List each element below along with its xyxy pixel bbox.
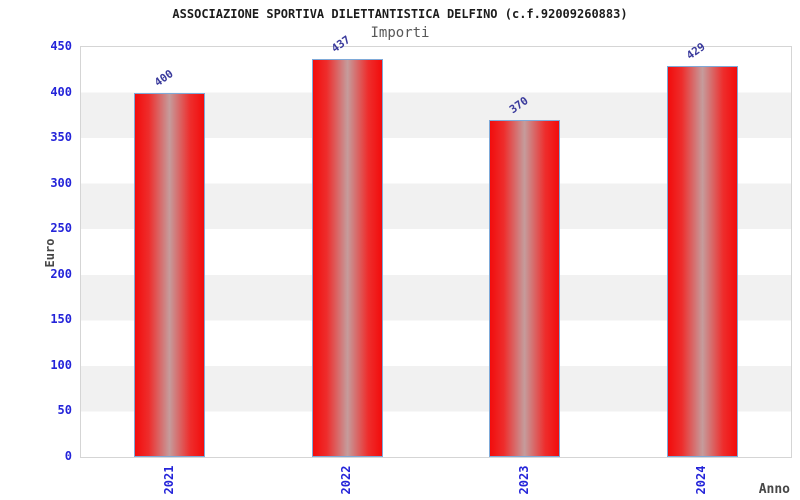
y-tick-label: 350 xyxy=(50,130,72,145)
x-tick-label: 2022 xyxy=(339,465,354,495)
bar-2023 xyxy=(489,119,561,457)
bar-2022 xyxy=(311,58,383,457)
x-tick-label: 2023 xyxy=(516,465,531,495)
y-tick-label: 50 xyxy=(57,403,72,418)
y-tick-label: 200 xyxy=(50,266,72,281)
y-tick-label: 400 xyxy=(50,84,72,99)
x-tick-label: 2024 xyxy=(694,465,709,495)
x-tick-label: 2021 xyxy=(161,465,176,495)
y-tick-label: 300 xyxy=(50,175,72,190)
chart-subtitle: Importi xyxy=(370,25,430,41)
chart-title: ASSOCIAZIONE SPORTIVA DILETTANTISTICA DE… xyxy=(172,7,628,21)
bar-2021 xyxy=(134,92,206,457)
bar-2024 xyxy=(666,66,738,457)
bar-value-label: 400 xyxy=(151,66,176,89)
y-tick-label: 150 xyxy=(50,312,72,327)
bar-value-label: 429 xyxy=(684,40,708,63)
y-tick-label: 0 xyxy=(64,449,72,463)
y-axis-title: Euro xyxy=(43,238,57,268)
y-tick-label: 100 xyxy=(50,357,72,372)
plot-area: 400 437 370 429 xyxy=(80,33,792,458)
y-tick-label: 250 xyxy=(50,221,72,236)
x-axis-title: Anno xyxy=(758,482,790,497)
bar-value-label: 370 xyxy=(506,94,531,117)
